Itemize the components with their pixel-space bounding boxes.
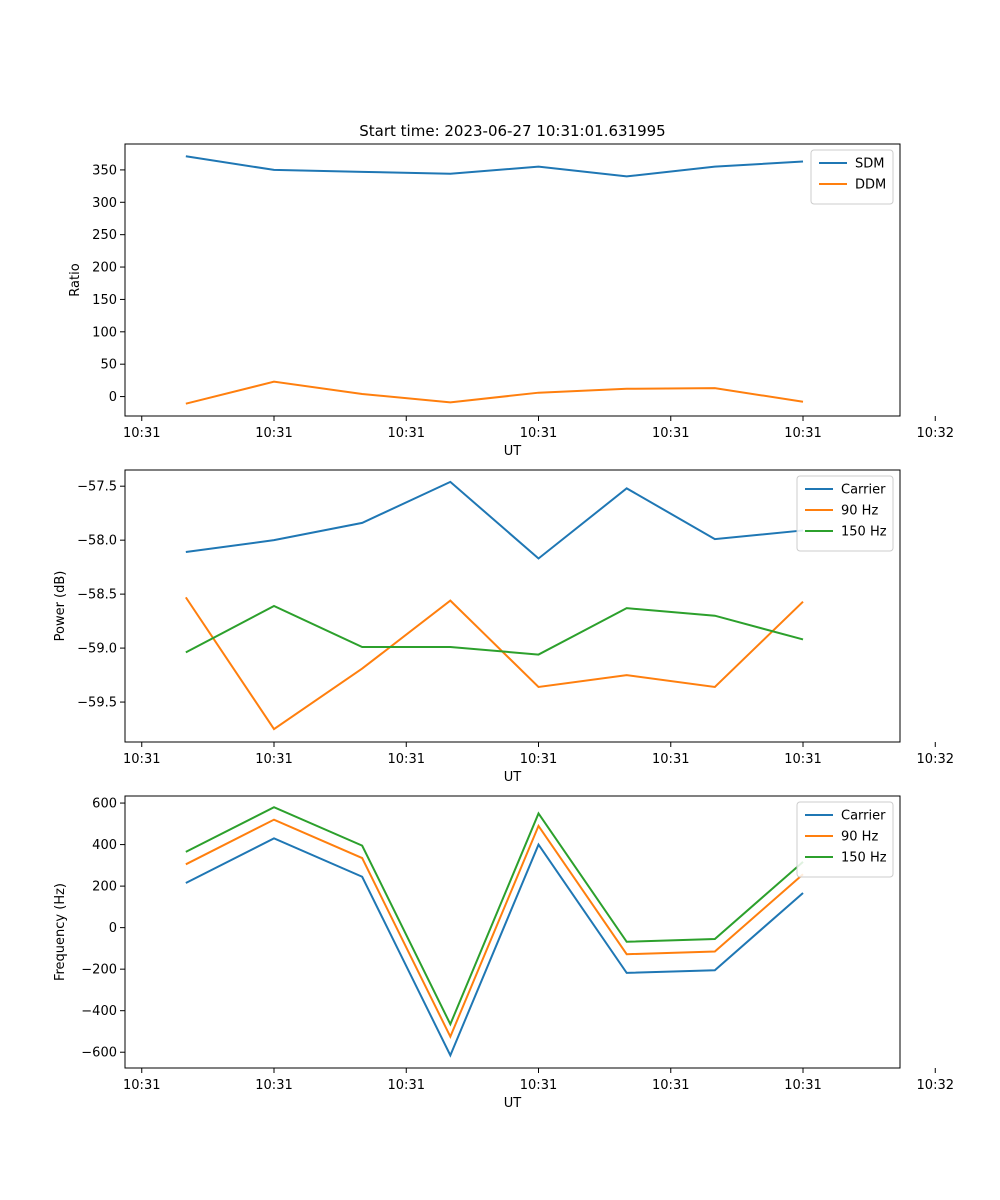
x-tick-label: 10:31 (388, 1078, 425, 1093)
y-tick-label: −57.5 (77, 480, 117, 495)
x-tick-label: 10:32 (917, 752, 954, 767)
x-tick-label: 10:32 (917, 426, 954, 441)
x-tick-label: 10:31 (123, 1078, 160, 1093)
axes-frame (124, 469, 901, 743)
x-tick-label: 10:31 (123, 752, 160, 767)
y-axis-label: Ratio (68, 263, 83, 296)
legend-label: DDM (855, 178, 886, 193)
series-line-90-hz (185, 818, 804, 1040)
y-axis-label: Power (dB) (53, 571, 68, 642)
x-axis-label: UT (504, 770, 522, 785)
chart-panel-1: 10:31 10:31 10:31 10:31 10:31 10:31 10:32 0 50 10… (68, 143, 954, 459)
legend-label: Carrier (841, 809, 886, 824)
y-tick-label: 100 (92, 325, 117, 340)
x-tick-label: 10:31 (652, 1078, 689, 1093)
series-line-carrier (185, 837, 804, 1058)
legend-box (796, 475, 894, 552)
y-tick-label: −58.0 (77, 534, 117, 549)
series-line-150-hz (185, 806, 804, 1027)
y-tick-label: 50 (100, 358, 117, 373)
x-tick-label: 10:31 (255, 426, 292, 441)
y-tick-label: 400 (92, 838, 117, 853)
x-tick-label: 10:31 (784, 426, 821, 441)
x-tick-label: 10:31 (388, 752, 425, 767)
y-tick-label: 300 (92, 196, 117, 211)
x-tick-label: 10:31 (520, 1078, 557, 1093)
x-tick-label: 10:31 (784, 1078, 821, 1093)
legend: Carrier 90 Hz 150 Hz (796, 475, 894, 552)
axes-frame (124, 795, 901, 1069)
axes-frame (124, 143, 901, 417)
series-line-ddm (185, 380, 804, 405)
chart-panel-2: 10:31 10:31 10:31 10:31 10:31 10:31 10:32 −59.5… (53, 469, 954, 785)
y-tick-label: −600 (81, 1046, 117, 1061)
legend: Carrier 90 Hz 150 Hz (796, 801, 894, 878)
x-axis-label: UT (504, 444, 522, 459)
y-tick-label: −59.5 (77, 696, 117, 711)
y-tick-label: 200 (92, 880, 117, 895)
x-tick-label: 10:31 (520, 752, 557, 767)
series-line-150-hz (185, 604, 804, 656)
y-tick-label: 250 (92, 228, 117, 243)
legend-label: Carrier (841, 483, 886, 498)
y-tick-label: 0 (109, 921, 117, 936)
legend-label: 150 Hz (841, 525, 887, 540)
figure-title: Start time: 2023-06-27 10:31:01.631995 (359, 122, 665, 140)
y-tick-label: 0 (109, 390, 117, 405)
y-tick-label: 150 (92, 293, 117, 308)
x-tick-label: 10:31 (255, 1078, 292, 1093)
series-line-90-hz (185, 596, 804, 731)
chart-panel-3: 10:31 10:31 10:31 10:31 10:31 10:31 10:32 −600 −… (53, 795, 954, 1111)
y-tick-label: 350 (92, 163, 117, 178)
y-tick-label: −58.5 (77, 588, 117, 603)
x-tick-label: 10:31 (388, 426, 425, 441)
y-tick-label: −59.0 (77, 642, 117, 657)
legend-label: 90 Hz (841, 504, 878, 519)
x-tick-label: 10:31 (784, 752, 821, 767)
x-axis-label: UT (504, 1096, 522, 1111)
x-tick-label: 10:32 (917, 1078, 954, 1093)
x-tick-label: 10:31 (255, 752, 292, 767)
legend-label: SDM (855, 157, 884, 172)
legend-box (796, 801, 894, 878)
y-tick-label: 600 (92, 797, 117, 812)
x-tick-label: 10:31 (652, 426, 689, 441)
legend-label: 90 Hz (841, 830, 878, 845)
x-tick-label: 10:31 (520, 426, 557, 441)
legend: SDM DDM (810, 149, 894, 205)
y-axis-label: Frequency (Hz) (53, 883, 68, 981)
y-tick-label: −400 (81, 1004, 117, 1019)
series-line-carrier (185, 480, 804, 560)
legend-label: 150 Hz (841, 851, 887, 866)
x-tick-label: 10:31 (652, 752, 689, 767)
x-tick-label: 10:31 (123, 426, 160, 441)
series-line-sdm (185, 155, 804, 178)
y-tick-label: 200 (92, 261, 117, 276)
y-tick-label: −200 (81, 963, 117, 978)
